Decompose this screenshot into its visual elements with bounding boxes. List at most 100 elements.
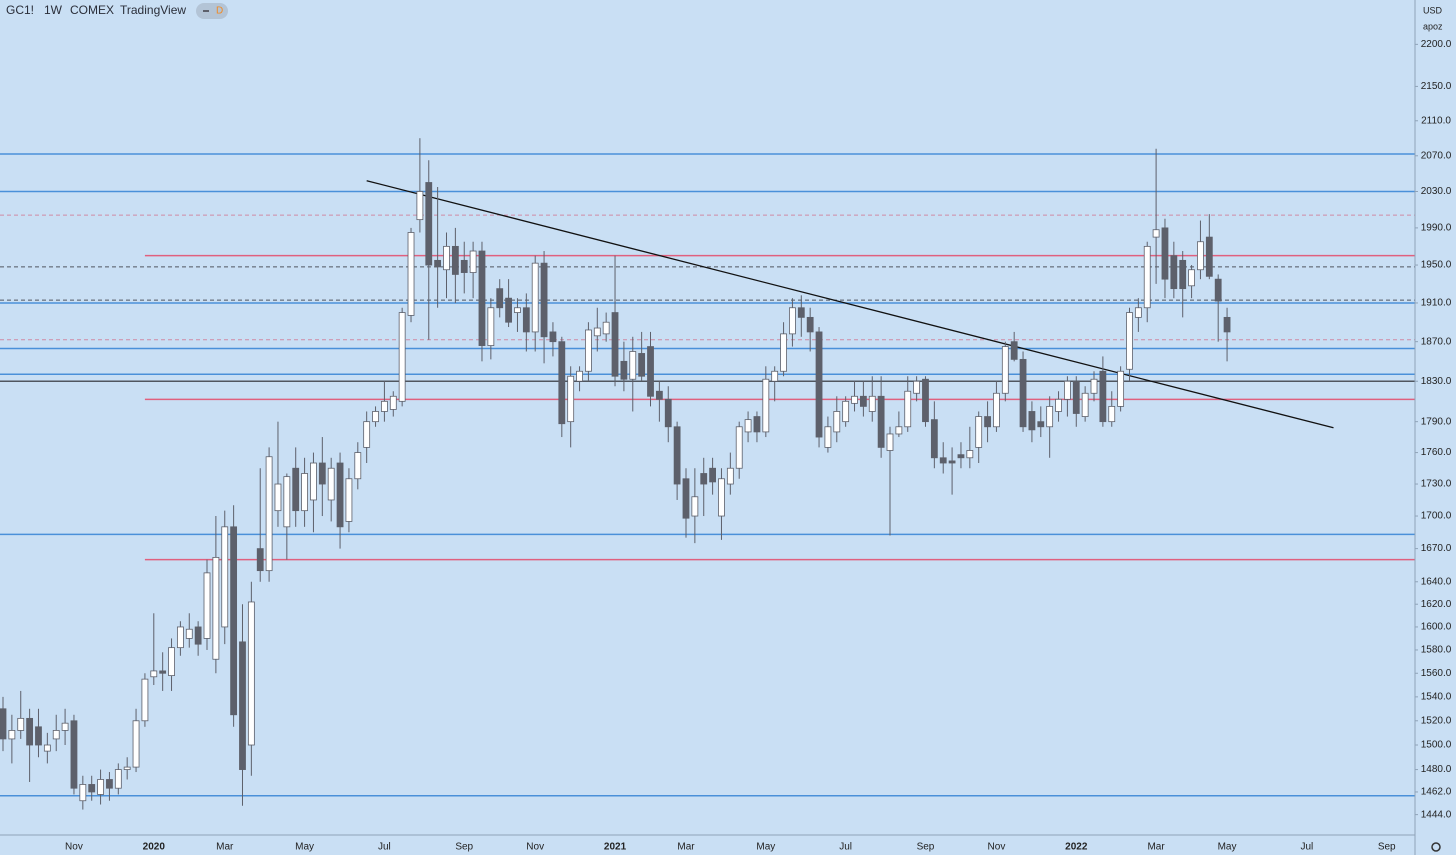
y-tick-label: 1760.0: [1421, 447, 1452, 458]
y-tick-label: 1480.0: [1421, 764, 1452, 775]
candle-body: [310, 462, 317, 501]
candle-body: [61, 722, 69, 731]
candle-body: [416, 191, 424, 221]
candle-body: [1161, 227, 1169, 280]
candles: [0, 138, 1231, 810]
y-tick-label: 1560.0: [1421, 668, 1452, 679]
candle-body: [877, 395, 885, 448]
candle-body: [1214, 278, 1222, 302]
levels: [0, 153, 1415, 797]
candle-body: [8, 730, 16, 740]
x-tick-label: 2020: [143, 842, 166, 853]
candle-body: [52, 730, 60, 740]
y-tick-label: 1790.0: [1421, 416, 1452, 427]
candle-body: [726, 467, 734, 485]
interval[interactable]: 1W: [44, 3, 63, 17]
y-tick-label: 2150.0: [1421, 81, 1452, 92]
gear[interactable]: [1431, 842, 1441, 852]
x-tick-label: Nov: [526, 842, 544, 853]
candle-body: [602, 321, 610, 335]
candle-body: [150, 670, 158, 678]
x-tick-label: 2021: [604, 842, 627, 853]
candle-body: [549, 331, 557, 343]
candle-body: [1028, 411, 1036, 431]
candle-body: [487, 307, 495, 346]
y-tick-label: 1500.0: [1421, 740, 1452, 751]
candle-body: [17, 717, 25, 731]
candle-body: [354, 452, 362, 480]
candle-body: [1126, 312, 1133, 370]
candle-body: [611, 312, 619, 377]
x-tick-label: Jul: [1300, 842, 1313, 853]
candle-body: [1001, 346, 1009, 394]
y-tick-label: 1620.0: [1421, 599, 1452, 610]
candle-body: [558, 341, 566, 425]
candle-body: [647, 346, 654, 397]
candle-body: [664, 398, 672, 428]
y-tick-label: 1830.0: [1421, 376, 1452, 387]
candle-body: [1046, 405, 1054, 428]
axis-menu: USD apoz: [1423, 5, 1443, 31]
trendline: [366, 180, 1334, 429]
badge-pill[interactable]: [196, 3, 228, 19]
candle-body: [0, 708, 7, 740]
candle-body: [673, 426, 681, 485]
x-tick-label: 2022: [1065, 842, 1088, 853]
candle-body: [1019, 358, 1027, 428]
candle-body: [585, 329, 592, 372]
candle-body: [913, 380, 921, 394]
candle-body: [975, 416, 983, 448]
candle-body: [203, 572, 211, 639]
candle-body: [132, 720, 140, 768]
y-tick-label: 1950.0: [1421, 260, 1452, 271]
candle-body: [567, 375, 575, 423]
candle-body: [514, 307, 521, 313]
candle-body: [1197, 241, 1204, 271]
scale-mode[interactable]: apoz: [1423, 21, 1443, 31]
candle-body: [1134, 307, 1142, 318]
y-tick-label: 1600.0: [1421, 622, 1452, 633]
badge: D: [216, 6, 223, 17]
candle-body: [505, 297, 512, 323]
candle-body: [1108, 405, 1116, 423]
candle-body: [868, 395, 876, 412]
candle-body: [744, 419, 752, 433]
candle-body: [434, 259, 442, 268]
candle-body: [230, 526, 238, 716]
source: TradingView: [120, 3, 186, 17]
candle-body: [1188, 269, 1195, 287]
candle-body: [842, 400, 850, 423]
currency[interactable]: USD: [1423, 5, 1443, 15]
candle-body: [451, 245, 459, 275]
candle-body: [372, 411, 379, 423]
candle-body: [327, 467, 335, 501]
candle-body: [363, 421, 371, 448]
y-tick-label: 1870.0: [1421, 336, 1452, 347]
candle-body: [389, 395, 397, 410]
candle-body: [1205, 236, 1213, 277]
candle-body: [895, 426, 903, 435]
candle-body: [407, 232, 415, 316]
candle-body: [771, 370, 779, 382]
candle-body: [682, 478, 690, 519]
candle-body: [1152, 229, 1160, 238]
candle-body: [851, 395, 858, 404]
settings-icon[interactable]: [1431, 842, 1441, 852]
candle-body: [123, 766, 131, 770]
candle-body: [283, 476, 291, 528]
candle-body: [247, 601, 255, 746]
candle-body: [824, 426, 832, 448]
x-tick-label: May: [756, 842, 775, 853]
y-tick-label: 1990.0: [1421, 223, 1452, 234]
y-tick-label: 1540.0: [1421, 692, 1452, 703]
y-tick-label: 2110.0: [1421, 115, 1451, 126]
candle-body: [939, 457, 947, 464]
candle-body: [443, 245, 450, 271]
candle-body: [904, 390, 912, 428]
candle-body: [292, 467, 300, 512]
candle-body: [141, 678, 149, 722]
candle-body: [114, 769, 122, 789]
